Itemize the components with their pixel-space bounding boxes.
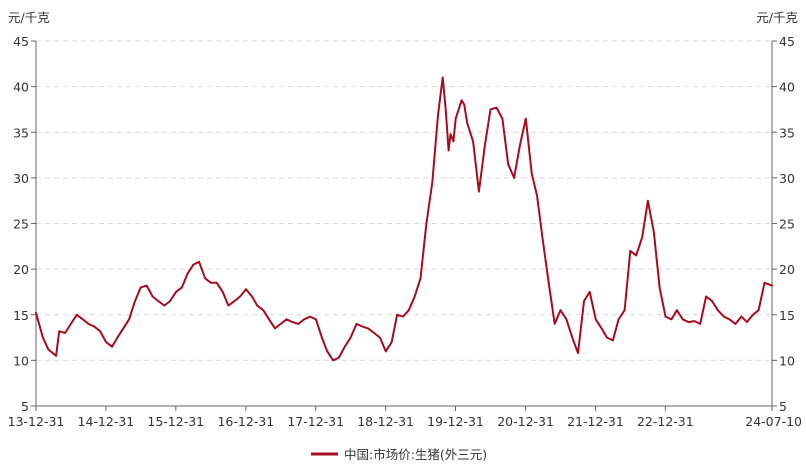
- x-tick-label: 13-12-31: [8, 414, 65, 429]
- x-tick-label: 24-07-10: [745, 414, 802, 429]
- y-tick-label-right: 30: [779, 171, 795, 186]
- y-tick-label-right: 5: [779, 399, 787, 414]
- legend-label: 中国:市场价:生猪(外三元): [344, 447, 487, 462]
- left-unit-label: 元/千克: [8, 10, 50, 25]
- left-y-axis-ticks: 5 10 15 20 25 30 35 40 45: [13, 34, 36, 414]
- y-tick-label-right: 10: [779, 353, 795, 368]
- x-tick-label: 22-12-31: [637, 414, 694, 429]
- y-tick-label-left: 40: [13, 80, 29, 95]
- series-line: [35, 76, 773, 362]
- y-tick-label-right: 40: [779, 80, 795, 95]
- x-tick-label: 17-12-31: [287, 414, 344, 429]
- y-tick-label-left: 5: [21, 399, 29, 414]
- x-tick-label: 21-12-31: [567, 414, 624, 429]
- y-tick-label-left: 15: [13, 308, 29, 323]
- series-layer: [35, 76, 773, 362]
- legend: 中国:市场价:生猪(外三元): [311, 447, 487, 462]
- y-tick-label-left: 25: [13, 217, 29, 232]
- y-tick-label-left: 10: [13, 353, 29, 368]
- grid-lines: [36, 40, 772, 361]
- y-tick-label-right: 25: [779, 217, 795, 232]
- y-tick-label-right: 35: [779, 125, 795, 140]
- y-tick-label-left: 35: [13, 125, 29, 140]
- x-tick-label: 15-12-31: [147, 414, 204, 429]
- x-tick-label: 18-12-31: [357, 414, 414, 429]
- x-tick-label: 16-12-31: [217, 414, 274, 429]
- x-tick-label: 14-12-31: [78, 414, 135, 429]
- y-tick-label-right: 20: [779, 262, 795, 277]
- y-tick-label-left: 20: [13, 262, 29, 277]
- x-tick-label: 20-12-31: [497, 414, 554, 429]
- y-tick-label-right: 15: [779, 308, 795, 323]
- right-y-axis-ticks: 5 10 15 20 25 30 35 40 45: [772, 34, 795, 414]
- y-tick-label-right: 45: [779, 34, 795, 49]
- x-axis-ticks: 13-12-31 14-12-31 15-12-31 16-12-31 17-12-31…: [8, 406, 802, 429]
- y-tick-label-left: 30: [13, 171, 29, 186]
- x-tick-label: 19-12-31: [427, 414, 484, 429]
- y-tick-label-left: 45: [13, 34, 29, 49]
- right-unit-label: 元/千克: [756, 10, 798, 25]
